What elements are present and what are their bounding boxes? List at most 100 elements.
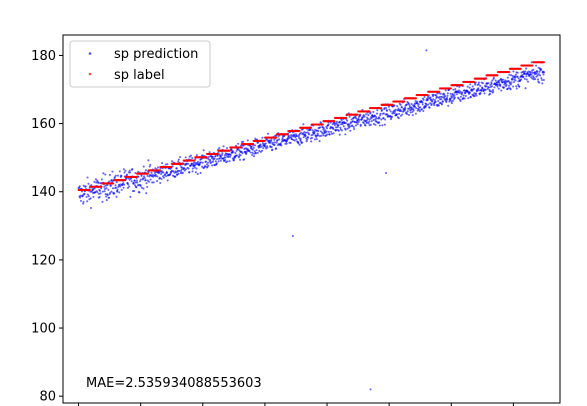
prediction-point [525, 78, 528, 81]
prediction-point [459, 90, 462, 93]
prediction-point [510, 74, 513, 77]
prediction-point [142, 187, 145, 190]
prediction-point [147, 159, 150, 162]
prediction-point [271, 148, 274, 151]
prediction-point [325, 127, 329, 130]
prediction-point [232, 150, 235, 153]
prediction-point [102, 172, 105, 175]
prediction-point [178, 169, 181, 172]
prediction-point [536, 74, 539, 77]
prediction-point [443, 93, 446, 96]
prediction-point [324, 129, 327, 132]
prediction-point [362, 122, 366, 125]
prediction-point [313, 130, 316, 133]
prediction-point [353, 127, 356, 130]
prediction-point [207, 155, 211, 158]
prediction-point [145, 182, 148, 185]
prediction-point [114, 174, 117, 177]
prediction-point [197, 160, 200, 163]
prediction-point [128, 185, 131, 188]
prediction-point [84, 185, 87, 188]
prediction-point [245, 152, 248, 155]
prediction-point [485, 85, 488, 88]
prediction-point [280, 144, 283, 147]
legend-label-label: sp label [114, 68, 165, 83]
prediction-point [359, 123, 362, 126]
prediction-point [177, 160, 180, 163]
prediction-point [466, 85, 469, 88]
prediction-point [512, 81, 516, 84]
prediction-point [255, 149, 258, 152]
prediction-point [359, 113, 362, 116]
prediction-point [514, 79, 517, 82]
prediction-point [135, 179, 138, 182]
prediction-point [406, 110, 409, 113]
label-point [88, 188, 92, 192]
label-point [415, 97, 418, 100]
prediction-point [351, 120, 354, 123]
label-point [519, 67, 522, 70]
prediction-point [514, 76, 517, 79]
prediction-point [458, 89, 461, 92]
prediction-point [170, 171, 173, 174]
prediction-point [327, 130, 330, 133]
prediction-point [161, 162, 164, 165]
prediction-point [316, 134, 320, 137]
prediction-point [335, 129, 338, 132]
prediction-point [326, 133, 329, 136]
prediction-point [438, 96, 441, 99]
prediction-point [181, 171, 184, 174]
label-point [310, 126, 313, 129]
prediction-point [355, 117, 358, 120]
prediction-point [183, 167, 186, 170]
prediction-point [441, 100, 444, 103]
prediction-point [477, 81, 480, 84]
prediction-point [180, 168, 183, 171]
prediction-point [302, 123, 305, 126]
prediction-point [539, 74, 542, 77]
prediction-point [369, 123, 372, 126]
prediction-point [149, 178, 152, 181]
prediction-point [166, 163, 169, 166]
prediction-point [468, 91, 471, 94]
prediction-point [514, 73, 517, 76]
prediction-point [118, 191, 121, 194]
prediction-point [526, 80, 530, 83]
prediction-point [494, 79, 497, 82]
prediction-point [257, 141, 260, 144]
prediction-point [175, 167, 178, 170]
prediction-point [195, 154, 198, 157]
label-point [508, 71, 511, 74]
prediction-point [147, 180, 151, 183]
prediction-point [234, 144, 238, 147]
prediction-point [219, 159, 222, 162]
prediction-point [445, 100, 448, 104]
prediction-point [363, 115, 366, 118]
prediction-point [113, 192, 116, 195]
prediction-point [346, 119, 349, 122]
prediction-point [87, 195, 90, 198]
prediction-point [502, 78, 505, 81]
label-point [449, 87, 453, 90]
prediction-point [407, 103, 410, 106]
prediction-point [261, 149, 264, 152]
prediction-point [388, 108, 391, 111]
prediction-point [106, 194, 109, 197]
prediction-point [119, 185, 122, 188]
prediction-point [251, 148, 254, 151]
prediction-point [162, 176, 165, 179]
prediction-point [492, 90, 495, 93]
prediction-point [524, 87, 527, 90]
label-point [193, 159, 196, 162]
prediction-point [311, 136, 314, 139]
prediction-point [116, 190, 119, 193]
prediction-point [243, 158, 246, 161]
prediction-point [256, 151, 259, 154]
prediction-point [412, 109, 415, 112]
prediction-point [351, 124, 354, 127]
prediction-point [368, 118, 371, 121]
prediction-point [393, 111, 396, 115]
prediction-point [271, 141, 275, 144]
prediction-point [246, 139, 249, 142]
legend-label-prediction: sp prediction [114, 47, 198, 62]
